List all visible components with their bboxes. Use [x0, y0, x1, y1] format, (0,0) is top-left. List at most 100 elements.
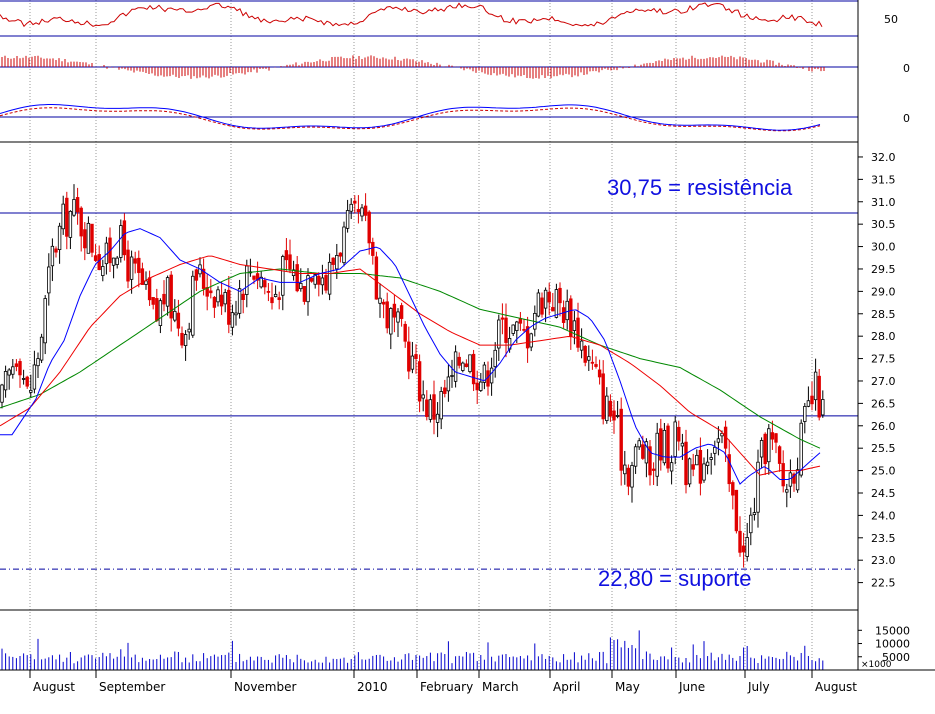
candle-body: [284, 250, 289, 261]
candle-body: [443, 387, 447, 394]
candle-body: [313, 274, 317, 285]
candle-body: [353, 200, 357, 204]
volume-tick-label: 5000: [882, 651, 910, 664]
candle-body: [57, 225, 62, 250]
candle-body: [623, 464, 627, 475]
candle-body: [687, 458, 692, 485]
candle-body: [543, 289, 548, 309]
candle-body: [795, 469, 800, 491]
price-tick-label: 29.0: [871, 285, 896, 298]
candle-body: [129, 256, 134, 280]
candle-body: [803, 406, 807, 422]
candle-body: [201, 268, 206, 289]
price-tick-label: 24.0: [871, 509, 896, 522]
candle-body: [39, 336, 44, 361]
candle-body: [428, 399, 433, 420]
candle-body: [133, 258, 137, 264]
candle-body: [756, 461, 760, 513]
candle-body: [561, 307, 566, 323]
candle-body: [446, 376, 451, 392]
candle-body: [374, 256, 379, 300]
candle-body: [518, 318, 523, 324]
candle-body: [659, 428, 663, 461]
candle-body: [673, 421, 677, 457]
candle-body: [342, 226, 346, 264]
histogram-panel: [0, 55, 858, 79]
candle-body: [219, 294, 224, 307]
candle-body: [597, 369, 602, 378]
month-label: September: [99, 680, 165, 694]
candle-body: [551, 307, 555, 312]
candle-body: [738, 530, 742, 553]
candle-body: [36, 358, 40, 367]
price-tick-label: 23.0: [871, 554, 896, 567]
candle-body: [781, 463, 785, 487]
candle-body: [126, 249, 130, 282]
grid-lines: [29, 0, 813, 670]
candle-body: [331, 257, 335, 265]
candle-body: [32, 364, 37, 390]
candle-body: [86, 222, 91, 254]
price-tick-label: 31.5: [871, 173, 896, 186]
candle-body: [576, 317, 580, 348]
candle-body: [61, 203, 65, 230]
candle-body: [619, 408, 623, 471]
candle-body: [504, 317, 508, 343]
candle-body: [749, 514, 753, 534]
candle-body: [209, 290, 213, 294]
candle-body: [579, 340, 584, 351]
candle-body: [101, 266, 105, 276]
price-tick-label: 27.5: [871, 353, 896, 366]
candle-body: [403, 323, 407, 342]
candle-body: [356, 209, 361, 213]
candle-body: [180, 332, 184, 346]
price-tick-label: 25.0: [871, 465, 896, 478]
candle-body: [669, 462, 674, 472]
candle-body: [75, 197, 80, 213]
candle-body: [65, 197, 69, 237]
candle-body: [785, 489, 789, 493]
candle-body: [381, 301, 386, 305]
candle-body: [605, 395, 609, 421]
oscillator-tick-label: 50: [884, 13, 898, 26]
support-annotation: 22,80 = suporte: [598, 566, 752, 591]
candle-body: [0, 384, 4, 403]
macd-tick-label: 0: [903, 112, 910, 125]
candle-body: [263, 280, 267, 288]
candle-body: [806, 400, 811, 407]
volume-panel: [1, 630, 824, 670]
candle-body: [432, 394, 436, 420]
candle-body: [525, 326, 530, 349]
candle-body: [774, 433, 778, 443]
candle-body: [763, 433, 767, 465]
candle-body: [93, 255, 98, 261]
candle-body: [731, 482, 735, 496]
candle-body: [702, 463, 706, 481]
candle-body: [21, 378, 26, 380]
candle-body: [497, 319, 501, 349]
candle-body: [515, 321, 519, 331]
candle-body: [25, 376, 29, 387]
candle-body: [759, 440, 764, 458]
price-tick-label: 29.5: [871, 263, 896, 276]
candle-body: [237, 288, 242, 314]
month-label: July: [747, 680, 770, 694]
macd-signal-line: [0, 107, 821, 132]
candle-body: [713, 446, 717, 454]
candle-body: [482, 364, 487, 383]
candle-body: [414, 354, 418, 359]
candle-body: [777, 446, 782, 464]
candle-body: [29, 389, 33, 393]
macd-line: [0, 104, 821, 131]
candle-body: [626, 467, 631, 487]
candle-body: [43, 298, 47, 344]
candle-body: [389, 308, 393, 335]
candle-body: [529, 333, 533, 348]
candle-body: [522, 328, 526, 331]
candle-body: [511, 324, 515, 334]
candle-body: [191, 275, 195, 336]
candle-body: [18, 361, 22, 376]
candle-body: [349, 203, 353, 212]
candle-body: [371, 241, 375, 256]
candle-body: [385, 301, 389, 329]
